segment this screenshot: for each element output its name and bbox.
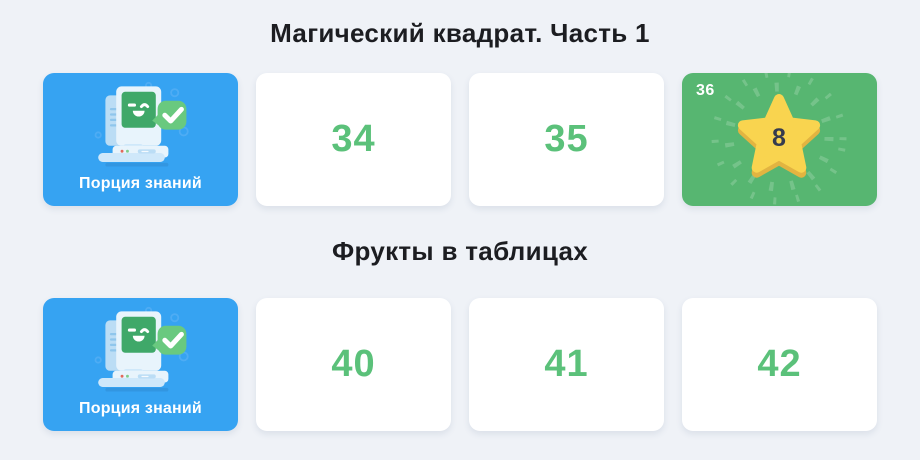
section-title: Фрукты в таблицах: [332, 236, 588, 266]
lesson-card[interactable]: 40: [256, 298, 451, 431]
computer-icon: [94, 81, 189, 167]
checkmark-badge-icon: [152, 100, 187, 130]
knowledge-card[interactable]: Порция знаний: [43, 298, 238, 431]
card-row: Порция знаний 34 35 36 8: [0, 73, 920, 206]
star-icon: 8: [711, 73, 847, 205]
knowledge-card-label: Порция знаний: [79, 400, 202, 417]
star-count: 8: [772, 124, 786, 152]
section-magic-square: Магический квадрат. Часть 1: [0, 15, 920, 206]
lesson-card[interactable]: 34: [256, 73, 451, 206]
card-row: Порция знаний 40 41 42: [0, 298, 920, 431]
checkmark-badge-icon: [152, 325, 187, 355]
computer-icon: [94, 306, 189, 392]
lesson-card[interactable]: 41: [469, 298, 664, 431]
lesson-number: 40: [331, 343, 376, 385]
lesson-card[interactable]: 35: [469, 73, 664, 206]
lesson-number: 41: [544, 343, 589, 385]
knowledge-card[interactable]: Порция знаний: [43, 73, 238, 206]
lesson-number: 34: [331, 118, 376, 160]
section-title: Магический квадрат. Часть 1: [270, 18, 650, 48]
lesson-number: 35: [544, 118, 589, 160]
lesson-card[interactable]: 42: [682, 298, 877, 431]
section-fruits-tables: Фрукты в таблицах: [0, 233, 920, 431]
lesson-number: 42: [757, 343, 802, 385]
knowledge-card-label: Порция знаний: [79, 175, 202, 192]
reward-card[interactable]: 36 8: [682, 73, 877, 206]
reward-lesson-number: 36: [696, 82, 715, 99]
